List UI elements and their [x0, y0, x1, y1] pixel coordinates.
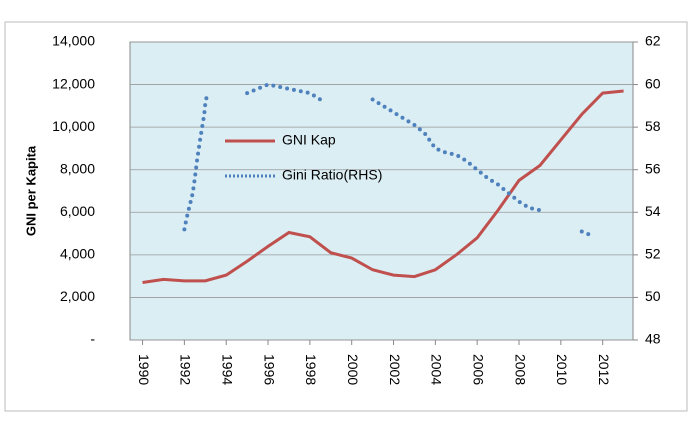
y2-tick-label: 58 — [645, 118, 661, 134]
y-tick-label: 2,000 — [60, 288, 95, 304]
x-tick-label: 1990 — [136, 354, 152, 385]
y-tick-label: - — [90, 331, 95, 347]
y2-tick-label: 56 — [645, 160, 661, 176]
y-tick-label: 12,000 — [52, 75, 95, 91]
y2-tick-label: 62 — [645, 33, 661, 49]
x-tick-label: 2008 — [512, 354, 528, 385]
series-line — [182, 82, 595, 238]
x-tick-label: 2000 — [345, 354, 361, 385]
y-tick-label: 8,000 — [60, 160, 95, 176]
y-axis-title: GNI per Kapita — [23, 145, 38, 236]
y2-tick-label: 50 — [645, 288, 661, 304]
y2-tick-label: 52 — [645, 246, 661, 262]
plot-area — [129, 41, 634, 341]
x-tick-label: 2010 — [554, 354, 570, 385]
y-tick-label: 14,000 — [52, 33, 95, 49]
x-tick-label: 1994 — [220, 354, 236, 385]
y2-tick-label: 48 — [645, 331, 661, 347]
y-tick-label: 10,000 — [52, 118, 95, 134]
y2-tick-label: 60 — [645, 75, 661, 91]
legend-label: Gini Ratio(RHS) — [282, 167, 382, 183]
y2-tick-label: 54 — [645, 203, 661, 219]
y-tick-label: 6,000 — [60, 203, 95, 219]
x-tick-label: 2012 — [596, 354, 612, 385]
series-line — [142, 89, 624, 285]
x-tick-label: 1998 — [303, 354, 319, 385]
y-tick-label: 4,000 — [60, 246, 95, 262]
x-tick-label: 1996 — [261, 354, 277, 385]
legend-label: GNI Kap — [282, 132, 336, 148]
x-tick-label: 2006 — [470, 354, 486, 385]
x-tick-label: 1992 — [178, 354, 194, 385]
x-tick-label: 2002 — [387, 354, 403, 385]
x-tick-label: 2004 — [429, 354, 445, 385]
